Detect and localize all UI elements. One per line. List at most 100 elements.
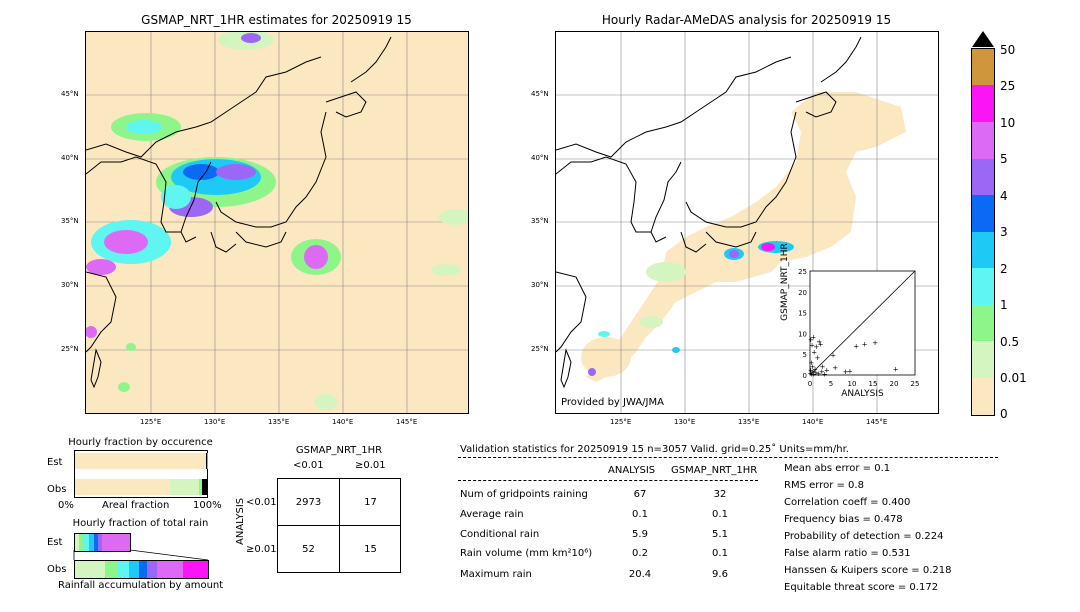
scatter-xtick: 20: [890, 380, 899, 388]
stat-gsmap: 32: [713, 489, 727, 500]
contingency-cell: 52: [302, 544, 315, 555]
scatter-point: +: [830, 352, 836, 360]
colorbar-seg-05: [972, 341, 994, 378]
contingency-title: GSMAP_NRT_1HR: [295, 445, 383, 456]
colorbar-extend-arrow: [972, 31, 994, 47]
left-rain-areas: [86, 32, 468, 410]
right-lat-label: 30°N: [531, 281, 549, 289]
scatter-point: +: [810, 334, 816, 342]
right-lat-label: 25°N: [531, 345, 549, 353]
scatter-point: +: [872, 339, 878, 347]
validation-subdivider: [458, 480, 758, 481]
scatter-ytick: 0: [803, 372, 807, 380]
left-lat-label: 25°N: [61, 345, 79, 353]
scatter-point: +: [824, 367, 830, 375]
scatter-point: +: [811, 349, 817, 357]
occ-title: Hourly fraction by occurence: [68, 437, 213, 448]
scatter-ylabel: GSMAP_NRT_1HR: [780, 243, 790, 321]
rain-bar-est: [74, 533, 131, 552]
score-line: Mean abs error = 0.1: [784, 463, 891, 474]
occ-bars: [74, 450, 208, 498]
left-lon-label: 145°E: [396, 418, 418, 426]
stat-label: Average rain: [460, 509, 524, 520]
rain-row-label: Est: [47, 537, 63, 548]
colorbar-label: 4: [1000, 189, 1008, 203]
scatter-point: +: [893, 365, 899, 373]
scatter-point: +: [808, 359, 814, 367]
colorbar-seg-3: [972, 232, 994, 268]
colorbar-seg-50: [972, 49, 994, 85]
right-lon-label: 135°E: [738, 418, 760, 426]
colorbar-label: 1: [1000, 298, 1008, 312]
scatter-point: +: [819, 368, 825, 376]
score-line: Correlation coeff = 0.400: [784, 497, 911, 508]
stat-label: Maximum rain: [460, 569, 532, 580]
right-map-panel: Provided by JWA/JMA: [555, 31, 939, 414]
colorbar-label: 0.01: [1000, 371, 1027, 385]
colorbar-seg-1: [972, 305, 994, 341]
rain-xlabel: Rainfall accumulation by amount: [58, 580, 224, 591]
scatter-inset: 0 5 10 15 20 25 0 5 10 15 20 25 + + + + + + + + + + + + + + + + + + + +…: [780, 243, 930, 402]
stat-gsmap: 0.1: [712, 548, 728, 559]
colorbar-label: 0.5: [1000, 335, 1020, 349]
scatter-point: +: [808, 336, 814, 344]
right-lat-label: 45°N: [531, 90, 549, 98]
occ-xlabel: Areal fraction: [102, 500, 170, 511]
colorbar-seg-5: [972, 159, 994, 195]
score-line: Frequency bias = 0.478: [784, 514, 903, 525]
rain-title: Hourly fraction of total rain: [72, 518, 209, 529]
contingency-row-ge: ≥0.01: [246, 544, 277, 555]
stat-label: Conditional rain: [460, 529, 540, 540]
occ-row-label: Est: [47, 457, 63, 468]
left-lat-label: 35°N: [61, 217, 79, 225]
right-coverage-area: [581, 92, 906, 382]
left-coastlines: [86, 36, 392, 389]
scatter-point: +: [812, 365, 818, 373]
right-coastlines: [556, 36, 862, 389]
credit-text: Provided by JWA/JMA: [561, 397, 664, 408]
stat-analysis: 67: [633, 489, 647, 500]
scatter-xtick: 5: [829, 380, 833, 388]
contingency-cell: 15: [364, 544, 377, 555]
score-line: Equitable threat score = 0.172: [784, 582, 939, 593]
colorbar-seg-25: [972, 85, 994, 122]
contingency-row-lt: <0.01: [246, 497, 277, 508]
scatter-point: +: [816, 338, 822, 346]
scatter-point: +: [847, 367, 853, 375]
scatter-ytick: 5: [803, 351, 807, 359]
contingency-cell: 17: [364, 497, 377, 508]
scatter-ytick: 25: [798, 268, 807, 276]
left-lat-label: 45°N: [61, 90, 79, 98]
occ-bar-est: [75, 453, 207, 469]
scatter-point: +: [813, 343, 819, 351]
scatter-xtick: 10: [848, 380, 857, 388]
contingency-cell: 2973: [295, 497, 322, 508]
validation-divider: [458, 457, 998, 458]
scatter-point: +: [818, 340, 824, 348]
right-lon-label: 140°E: [802, 418, 824, 426]
validation-col-gsmap: GSMAP_NRT_1HR: [671, 465, 758, 476]
scatter-xtick: 0: [808, 380, 812, 388]
scatter-ytick: 10: [798, 330, 807, 338]
right-lat-label: 40°N: [531, 154, 549, 162]
scatter-point: +: [815, 354, 821, 362]
occ-bar-obs: [75, 479, 207, 495]
scatter-point: +: [811, 370, 817, 378]
scatter-ytick: 15: [798, 310, 807, 318]
colorbar-seg-10: [972, 122, 994, 159]
stat-label: Rain volume (mm km²10⁶): [460, 548, 593, 559]
left-map-panel: [85, 31, 469, 414]
right-map-title: Hourly Radar-AMeDAS analysis for 2025091…: [601, 13, 892, 27]
right-lon-label: 145°E: [866, 418, 888, 426]
scatter-point: +: [820, 363, 826, 371]
scatter-point: +: [862, 340, 868, 348]
left-lat-label: 30°N: [61, 281, 79, 289]
colorbar-label: 50: [1000, 43, 1016, 57]
validation-header: Validation statistics for 20250919 15 n=…: [460, 444, 849, 455]
score-line: Probability of detection = 0.224: [784, 531, 944, 542]
score-line: False alarm ratio = 0.531: [784, 548, 911, 559]
scatter-ytick: 20: [798, 289, 807, 297]
scatter-point: +: [843, 368, 849, 376]
right-lon-label: 125°E: [610, 418, 632, 426]
